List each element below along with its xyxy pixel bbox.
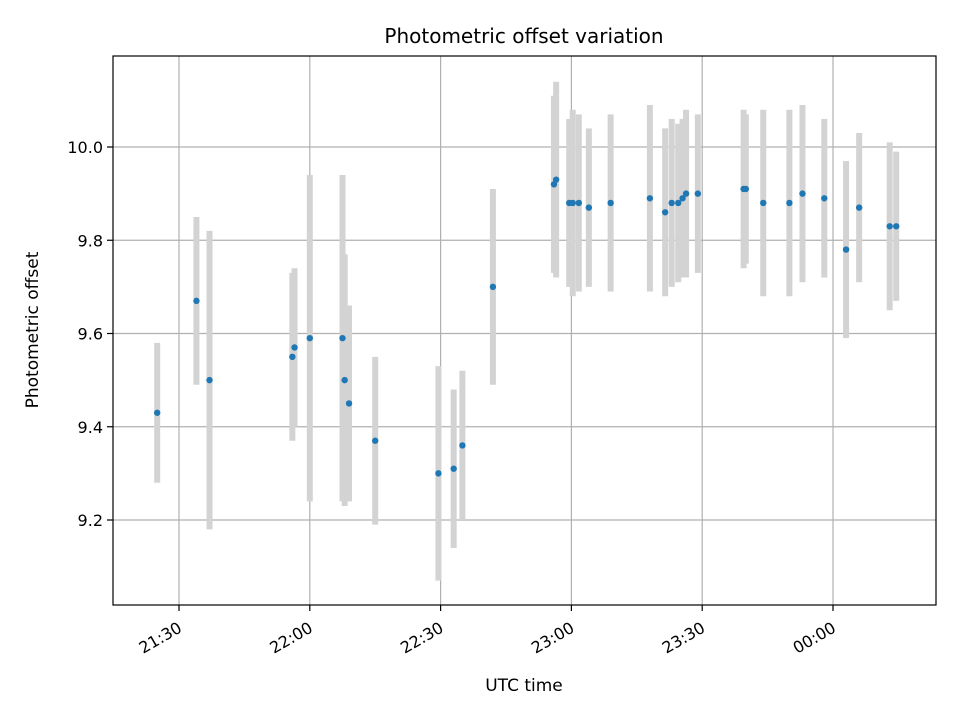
data-point [435,470,442,477]
data-point [893,223,900,230]
data-point [154,409,161,416]
data-point [786,199,793,207]
chart-title: Photometric offset variation [384,24,663,48]
data-point [668,199,675,207]
data-point [821,195,828,202]
data-point [675,199,682,207]
x-tick-label: 22:30 [397,618,446,658]
y-axis-ticks: 9.2 9.4 9.6 9.8 10.0 [67,138,113,530]
data-point [345,400,353,407]
data-point [372,437,379,444]
data-point [459,442,466,449]
x-tick-label: 21:30 [136,618,185,658]
y-tick-label: 10.0 [67,138,103,157]
data-point [339,334,346,342]
data-point [450,465,457,472]
data-point [552,176,560,183]
y-tick-label: 9.6 [78,325,103,344]
x-axis-ticks: 21:30 22:00 22:30 23:00 23:30 00:00 [136,605,839,658]
error-bars [154,81,900,581]
data-point [306,334,313,342]
data-point [291,344,298,351]
data-point [646,195,654,202]
data-point [341,376,348,384]
x-axis-label: UTC time [485,676,563,696]
grid [113,56,936,605]
data-point [289,353,296,361]
data-point [886,223,893,230]
y-axis-label: Photometric offset [23,251,43,408]
data-point [607,199,614,207]
data-point [742,185,749,193]
data-point [489,283,497,291]
x-tick-label: 00:00 [790,618,839,658]
plot-frame [112,55,937,606]
data-point [569,199,576,207]
data-point [679,195,686,202]
data-points [154,176,900,477]
data-point [193,297,200,305]
data-point [799,190,806,197]
data-point [855,204,863,211]
y-tick-label: 9.8 [78,231,103,250]
data-point [760,199,767,207]
data-point [682,190,690,197]
data-point [575,199,583,207]
x-tick-label: 23:00 [528,618,577,658]
x-tick-label: 22:00 [266,618,315,658]
data-point [694,190,702,197]
data-point [842,246,850,253]
x-tick-label: 23:30 [659,618,708,658]
y-tick-label: 9.4 [78,418,103,437]
data-point [585,204,593,211]
data-point [661,209,669,216]
y-tick-label: 9.2 [78,511,103,530]
data-point [206,376,213,384]
